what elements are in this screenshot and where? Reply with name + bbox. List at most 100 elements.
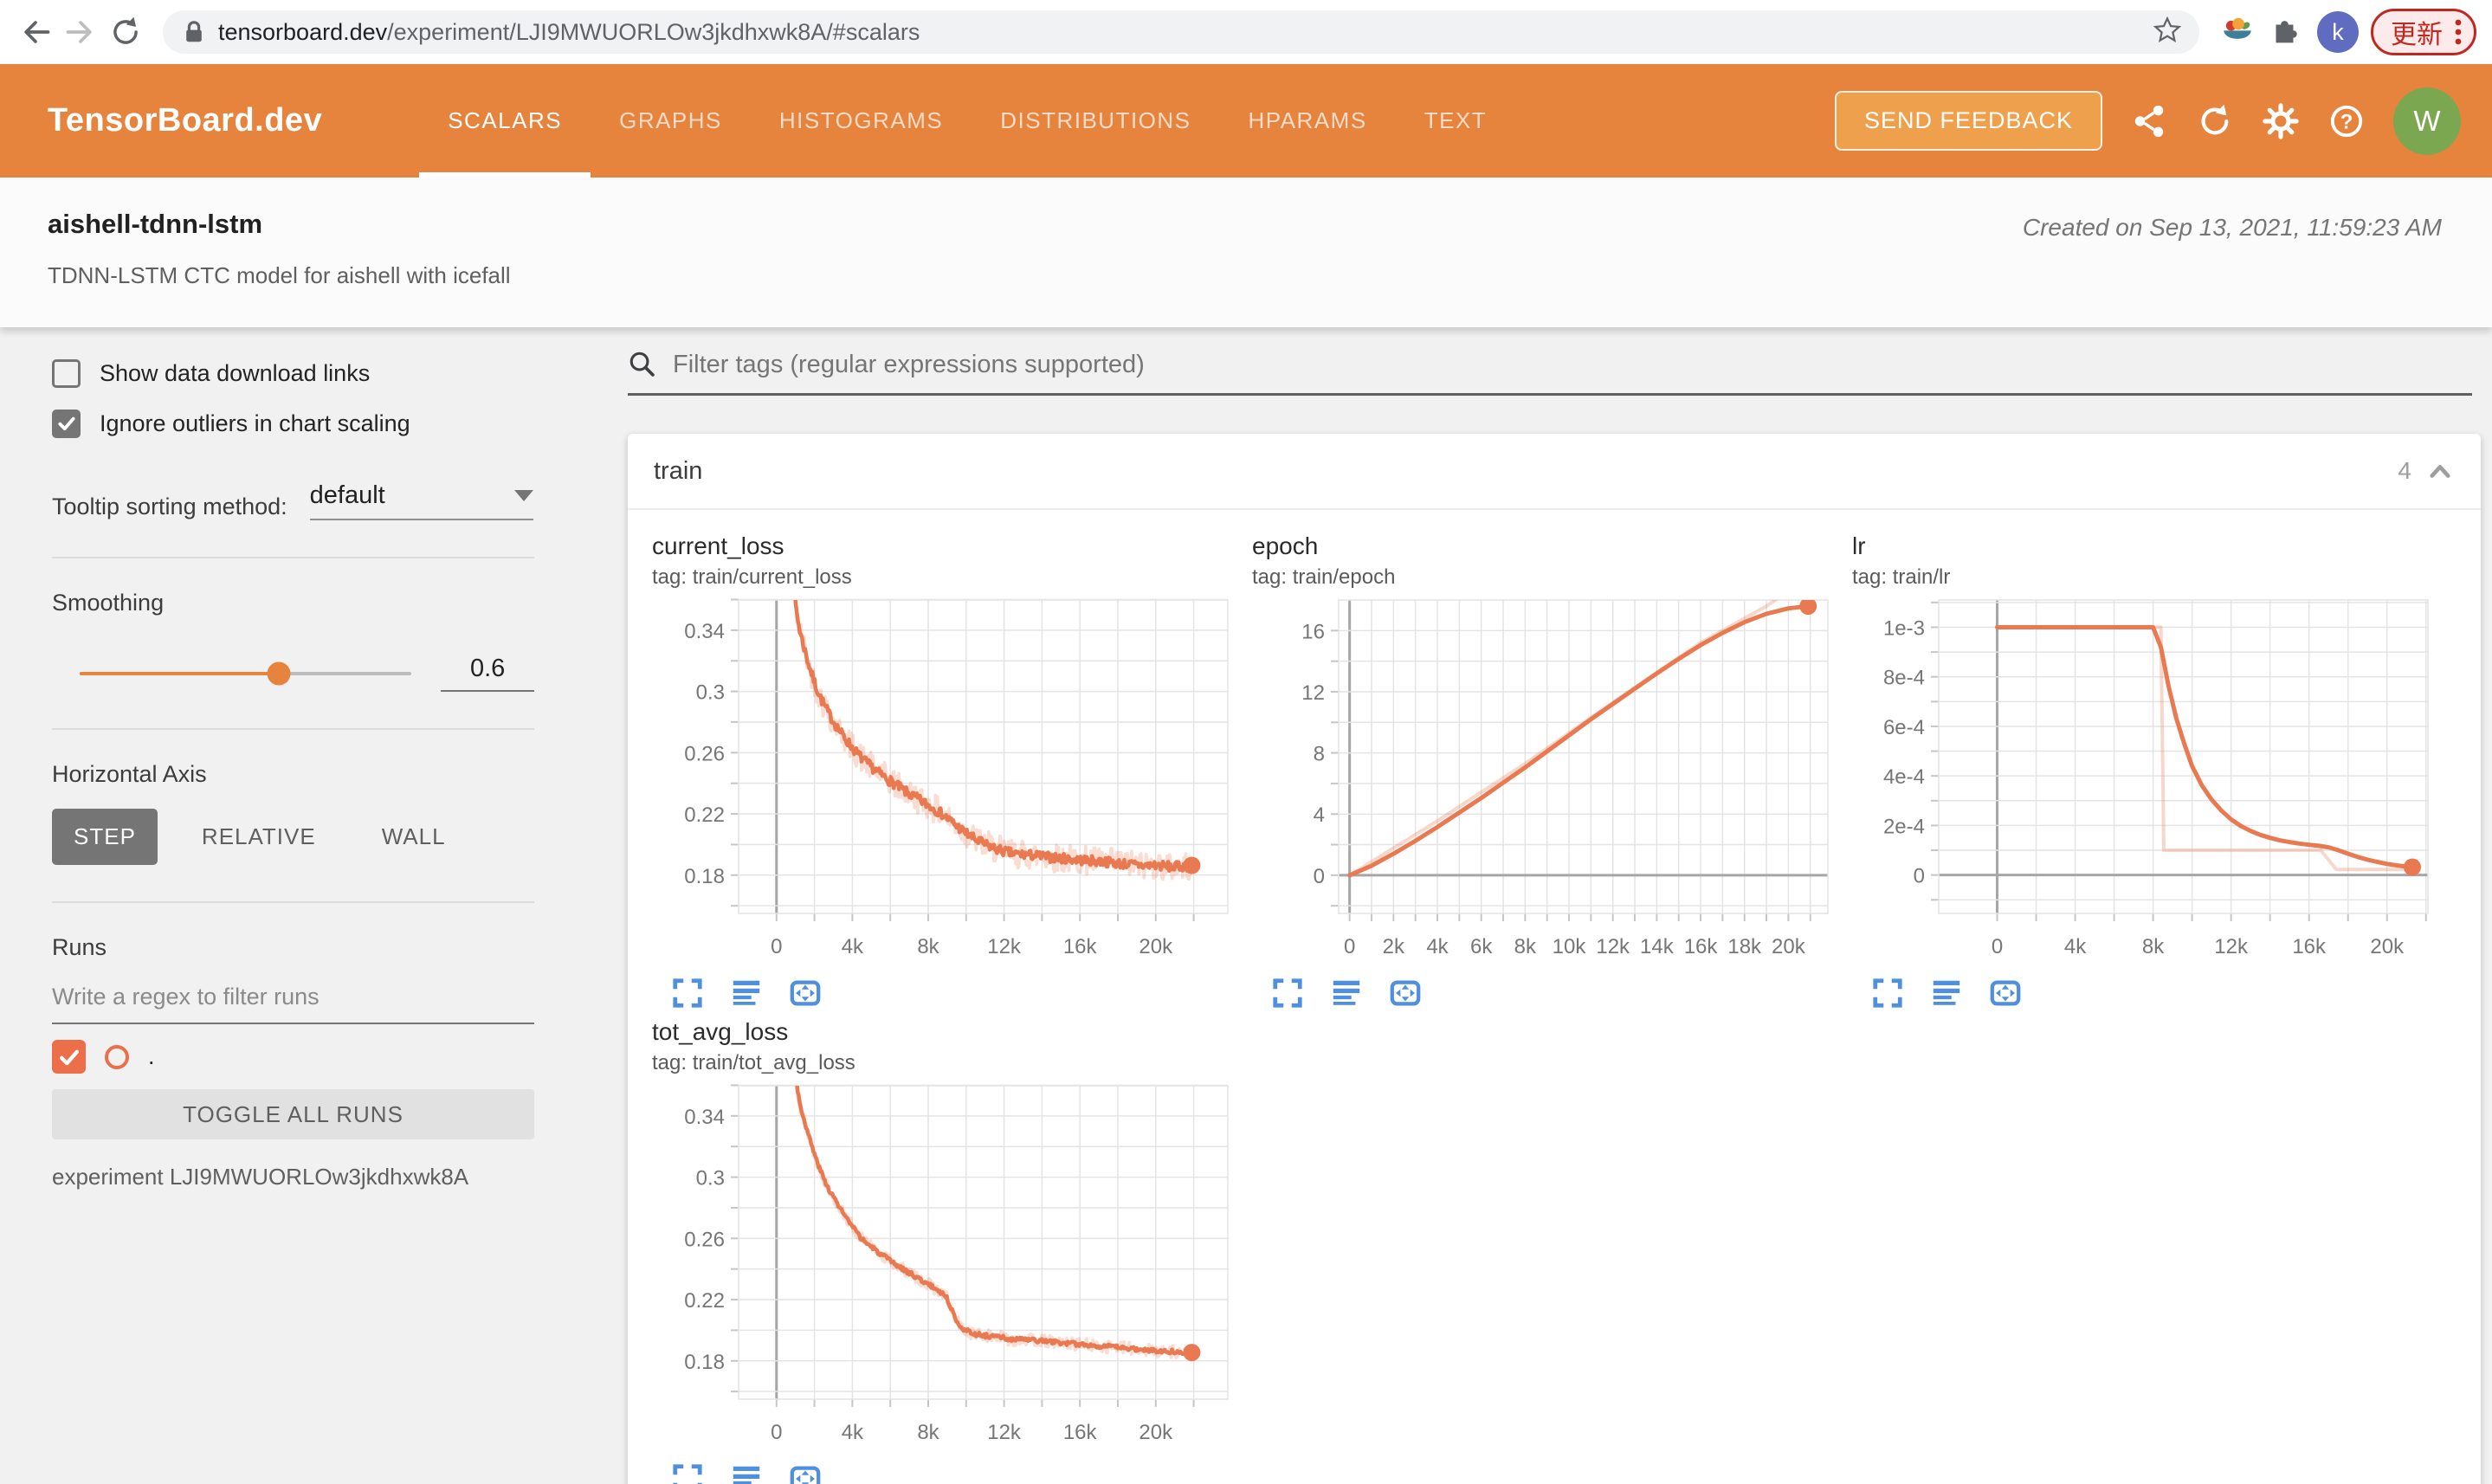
ignore-outliers-label: Ignore outliers in chart scaling bbox=[100, 410, 410, 436]
tab-scalars[interactable]: SCALARS bbox=[419, 64, 591, 177]
toggle-all-runs-button[interactable]: TOGGLE ALL RUNS bbox=[52, 1089, 534, 1139]
fit-domain-button[interactable] bbox=[1989, 977, 2022, 1010]
group-header[interactable]: train 4 bbox=[628, 434, 2481, 510]
train-group-card: train 4 current_loss tag: train/current_… bbox=[628, 434, 2481, 1484]
tab-graphs[interactable]: GRAPHS bbox=[619, 107, 722, 133]
expand-chart-button[interactable] bbox=[671, 977, 704, 1010]
axis-relative-button[interactable]: RELATIVE bbox=[180, 809, 338, 865]
address-bar[interactable]: tensorboard.dev/experiment/LJI9MWUORLOw3… bbox=[163, 10, 2199, 54]
chart-tot-avg-loss: tot_avg_loss tag: train/tot_avg_loss 0 4k… bbox=[652, 1018, 1236, 1484]
svg-text:16k: 16k bbox=[2292, 935, 2327, 958]
chart-current-loss: current_loss tag: train/current_loss 0 4k… bbox=[652, 532, 1236, 1010]
ignore-outliers-checkbox[interactable] bbox=[52, 409, 81, 438]
svg-text:0.18: 0.18 bbox=[684, 865, 725, 888]
filter-tags-input[interactable] bbox=[673, 350, 2472, 379]
back-icon bbox=[24, 21, 50, 43]
puzzle-icon bbox=[2276, 21, 2297, 43]
tab-hparams[interactable]: HPARAMS bbox=[1248, 107, 1367, 133]
share-button[interactable] bbox=[2130, 102, 2168, 140]
browser-profile-avatar[interactable]: k bbox=[2317, 11, 2359, 53]
svg-text:0.22: 0.22 bbox=[684, 803, 725, 827]
reload-icon bbox=[113, 16, 138, 44]
smoothing-slider[interactable] bbox=[80, 661, 412, 685]
fit-domain-icon bbox=[790, 1466, 821, 1484]
back-button[interactable] bbox=[16, 12, 55, 52]
settings-sidebar: Show data download links Ignore outliers… bbox=[0, 327, 576, 1484]
chart-plot[interactable]: 0 4k 8k 12k 16k 20k 0 2e-4 4e-4 6e-4 8e-4 1e-3 bbox=[1852, 590, 2437, 970]
reload-button[interactable] bbox=[106, 12, 145, 52]
chart-plot[interactable]: 0 4k 8k 12k 16k 20k 0.18 0.22 0.26 0.3 0.34 bbox=[652, 590, 1236, 970]
help-icon: ? bbox=[2330, 105, 2363, 137]
profile-initial: k bbox=[2332, 18, 2344, 45]
slider-thumb[interactable] bbox=[267, 661, 291, 685]
refresh-data-button[interactable] bbox=[2196, 102, 2234, 140]
svg-text:14k: 14k bbox=[1640, 935, 1675, 958]
tab-histograms[interactable]: HISTOGRAMS bbox=[778, 107, 944, 133]
svg-text:20k: 20k bbox=[1139, 1421, 1173, 1444]
run-checkbox[interactable] bbox=[52, 1040, 86, 1074]
svg-text:0.22: 0.22 bbox=[684, 1289, 725, 1313]
fit-domain-button[interactable] bbox=[789, 977, 822, 1010]
send-feedback-button[interactable]: SEND FEEDBACK bbox=[1834, 91, 2102, 151]
gear-icon bbox=[2263, 102, 2299, 139]
fit-domain-button[interactable] bbox=[789, 1462, 822, 1484]
group-count-badge: 4 bbox=[2398, 457, 2411, 484]
app-logo[interactable]: TensorBoard.dev bbox=[48, 102, 323, 139]
chart-tag: tag: train/tot_avg_loss bbox=[652, 1051, 855, 1074]
expand-chart-button[interactable] bbox=[671, 1462, 704, 1484]
run-name: . bbox=[148, 1043, 155, 1069]
svg-text:4e-4: 4e-4 bbox=[1883, 765, 1925, 789]
tooltip-sorting-dropdown[interactable]: default bbox=[309, 481, 533, 520]
extensions-button[interactable] bbox=[2263, 11, 2305, 53]
svg-text:2k: 2k bbox=[1383, 935, 1405, 958]
expand-chart-button[interactable] bbox=[1871, 977, 1904, 1010]
account-avatar[interactable]: W bbox=[2393, 87, 2461, 155]
forward-button[interactable] bbox=[61, 12, 100, 52]
svg-text:0.3: 0.3 bbox=[696, 681, 725, 705]
smoothing-label: Smoothing bbox=[52, 590, 165, 616]
svg-text:1e-3: 1e-3 bbox=[1883, 616, 1925, 640]
help-button[interactable]: ? bbox=[2327, 102, 2366, 140]
slider-fill bbox=[80, 671, 279, 675]
fit-domain-button[interactable] bbox=[1389, 977, 1422, 1010]
chrome-update-button[interactable]: 更新 bbox=[2371, 9, 2476, 55]
bookmark-star-button[interactable] bbox=[2153, 16, 2182, 49]
expand-chart-button[interactable] bbox=[1271, 977, 1304, 1010]
log-scale-button[interactable] bbox=[1330, 977, 1363, 1010]
smoothing-value-field[interactable]: 0.6 bbox=[441, 655, 534, 692]
svg-text:18k: 18k bbox=[1727, 935, 1762, 958]
fit-domain-icon bbox=[790, 980, 821, 1006]
chart-plot[interactable]: 0 4k 8k 12k 16k 20k 0.18 0.22 0.26 0.3 0.34 bbox=[652, 1075, 1236, 1455]
chart-epoch: epoch tag: train/epoch 0 2k 4k 6k 8k 10k 12k 14… bbox=[1252, 532, 1837, 1010]
experiment-bar: aishell-tdnn-lstm TDNN-LSTM CTC model fo… bbox=[0, 177, 2492, 327]
svg-text:?: ? bbox=[2340, 110, 2353, 133]
runs-filter-input[interactable] bbox=[52, 975, 534, 1024]
log-scale-button[interactable] bbox=[730, 977, 763, 1010]
chart-title: tot_avg_loss bbox=[652, 1018, 789, 1045]
chart-tag: tag: train/epoch bbox=[1252, 565, 1396, 589]
chart-plot[interactable]: 0 2k 4k 6k 8k 10k 12k 14k 16k 18k 20k 0 4 8 12 16 bbox=[1252, 590, 1837, 970]
chart-title: epoch bbox=[1252, 532, 1319, 559]
log-scale-icon bbox=[1933, 980, 1960, 1005]
fullscreen-icon bbox=[673, 978, 702, 1008]
filter-tags-row bbox=[628, 350, 2472, 396]
chevron-up-icon[interactable] bbox=[2425, 460, 2455, 482]
log-scale-button[interactable] bbox=[730, 1462, 763, 1484]
axis-wall-button[interactable]: WALL bbox=[360, 809, 468, 865]
settings-button[interactable] bbox=[2262, 102, 2300, 140]
svg-text:12k: 12k bbox=[987, 1421, 1022, 1444]
browser-chrome: tensorboard.dev/experiment/LJI9MWUORLOw3… bbox=[0, 0, 2492, 64]
axis-step-button[interactable]: STEP bbox=[52, 809, 158, 865]
share-icon bbox=[2134, 105, 2164, 137]
tab-distributions[interactable]: DISTRIBUTIONS bbox=[1000, 107, 1191, 133]
svg-text:12k: 12k bbox=[1596, 935, 1630, 958]
show-download-links-checkbox[interactable] bbox=[52, 358, 81, 388]
log-scale-button[interactable] bbox=[1930, 977, 1963, 1010]
tab-text[interactable]: TEXT bbox=[1424, 107, 1488, 133]
refresh-icon bbox=[2201, 104, 2229, 134]
sidebar-divider bbox=[52, 557, 534, 558]
fruit-extension-button[interactable] bbox=[2217, 11, 2258, 53]
svg-text:16: 16 bbox=[1301, 620, 1325, 643]
avatar-initial: W bbox=[2413, 104, 2441, 137]
svg-text:8k: 8k bbox=[917, 935, 939, 958]
